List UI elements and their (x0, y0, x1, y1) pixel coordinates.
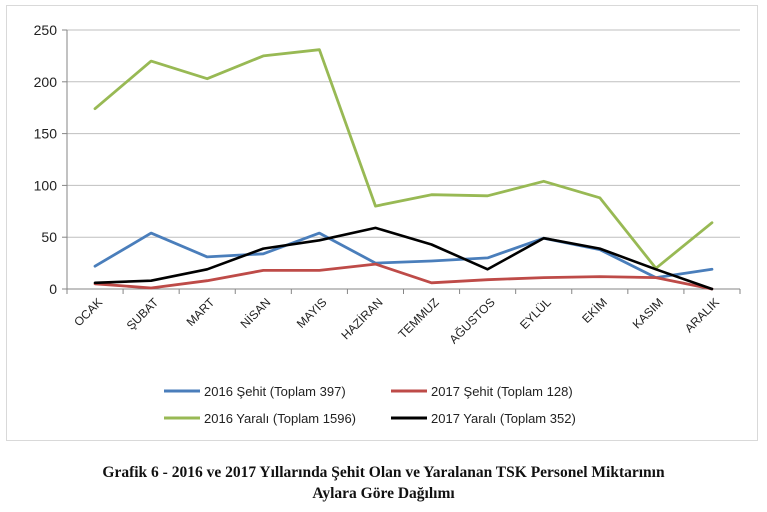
series-line-1 (93, 231, 714, 280)
x-category-label: MART (184, 295, 218, 329)
y-tick-label: 200 (34, 74, 58, 90)
x-category-label: ŞUBAT (124, 295, 162, 333)
caption-line-2: Aylara Göre Dağılımı (312, 485, 455, 502)
legend-label-2: 2017 Şehit (Toplam 128) (431, 384, 573, 399)
y-tick-label: 100 (34, 177, 58, 193)
series-line-3 (93, 48, 714, 270)
legend-label-3: 2016 Yaralı (Toplam 1596) (204, 411, 356, 426)
figure-caption: Grafik 6 - 2016 ve 2017 Yıllarında Şehit… (0, 462, 767, 504)
y-tick-label: 150 (34, 126, 58, 142)
x-category-label: MAYIS (294, 295, 330, 331)
series-line-4 (93, 226, 714, 291)
x-category-label: NİSAN (238, 295, 274, 331)
chart-frame: 0 50 100 150 200 250 OCAK ŞUBAT MART NİSAN MAYIS HA… (6, 5, 758, 441)
y-tick-label: 0 (49, 281, 57, 297)
legend-label-4: 2017 Yaralı (Toplam 352) (431, 411, 576, 426)
y-tick-label: 50 (41, 229, 57, 245)
x-category-label: OCAK (71, 295, 105, 329)
x-category-label: AĞUSTOS (446, 295, 498, 347)
caption-line-1: Grafik 6 - 2016 ve 2017 Yıllarında Şehit… (102, 464, 665, 481)
x-category-label: KASIM (630, 295, 666, 331)
series-line-2 (93, 262, 714, 291)
x-category-label: HAZİRAN (338, 295, 385, 342)
y-tick-label: 250 (34, 22, 58, 38)
line-chart: 0 50 100 150 200 250 OCAK ŞUBAT MART NİSAN MAYIS HA… (34, 22, 741, 426)
legend-label-1: 2016 Şehit (Toplam 397) (204, 384, 346, 399)
x-category-label: ARALIK (682, 295, 722, 335)
x-category-label: EYLÜL (517, 295, 554, 332)
x-category-label: TEMMUZ (395, 295, 441, 341)
x-category-label: EKİM (579, 295, 610, 326)
